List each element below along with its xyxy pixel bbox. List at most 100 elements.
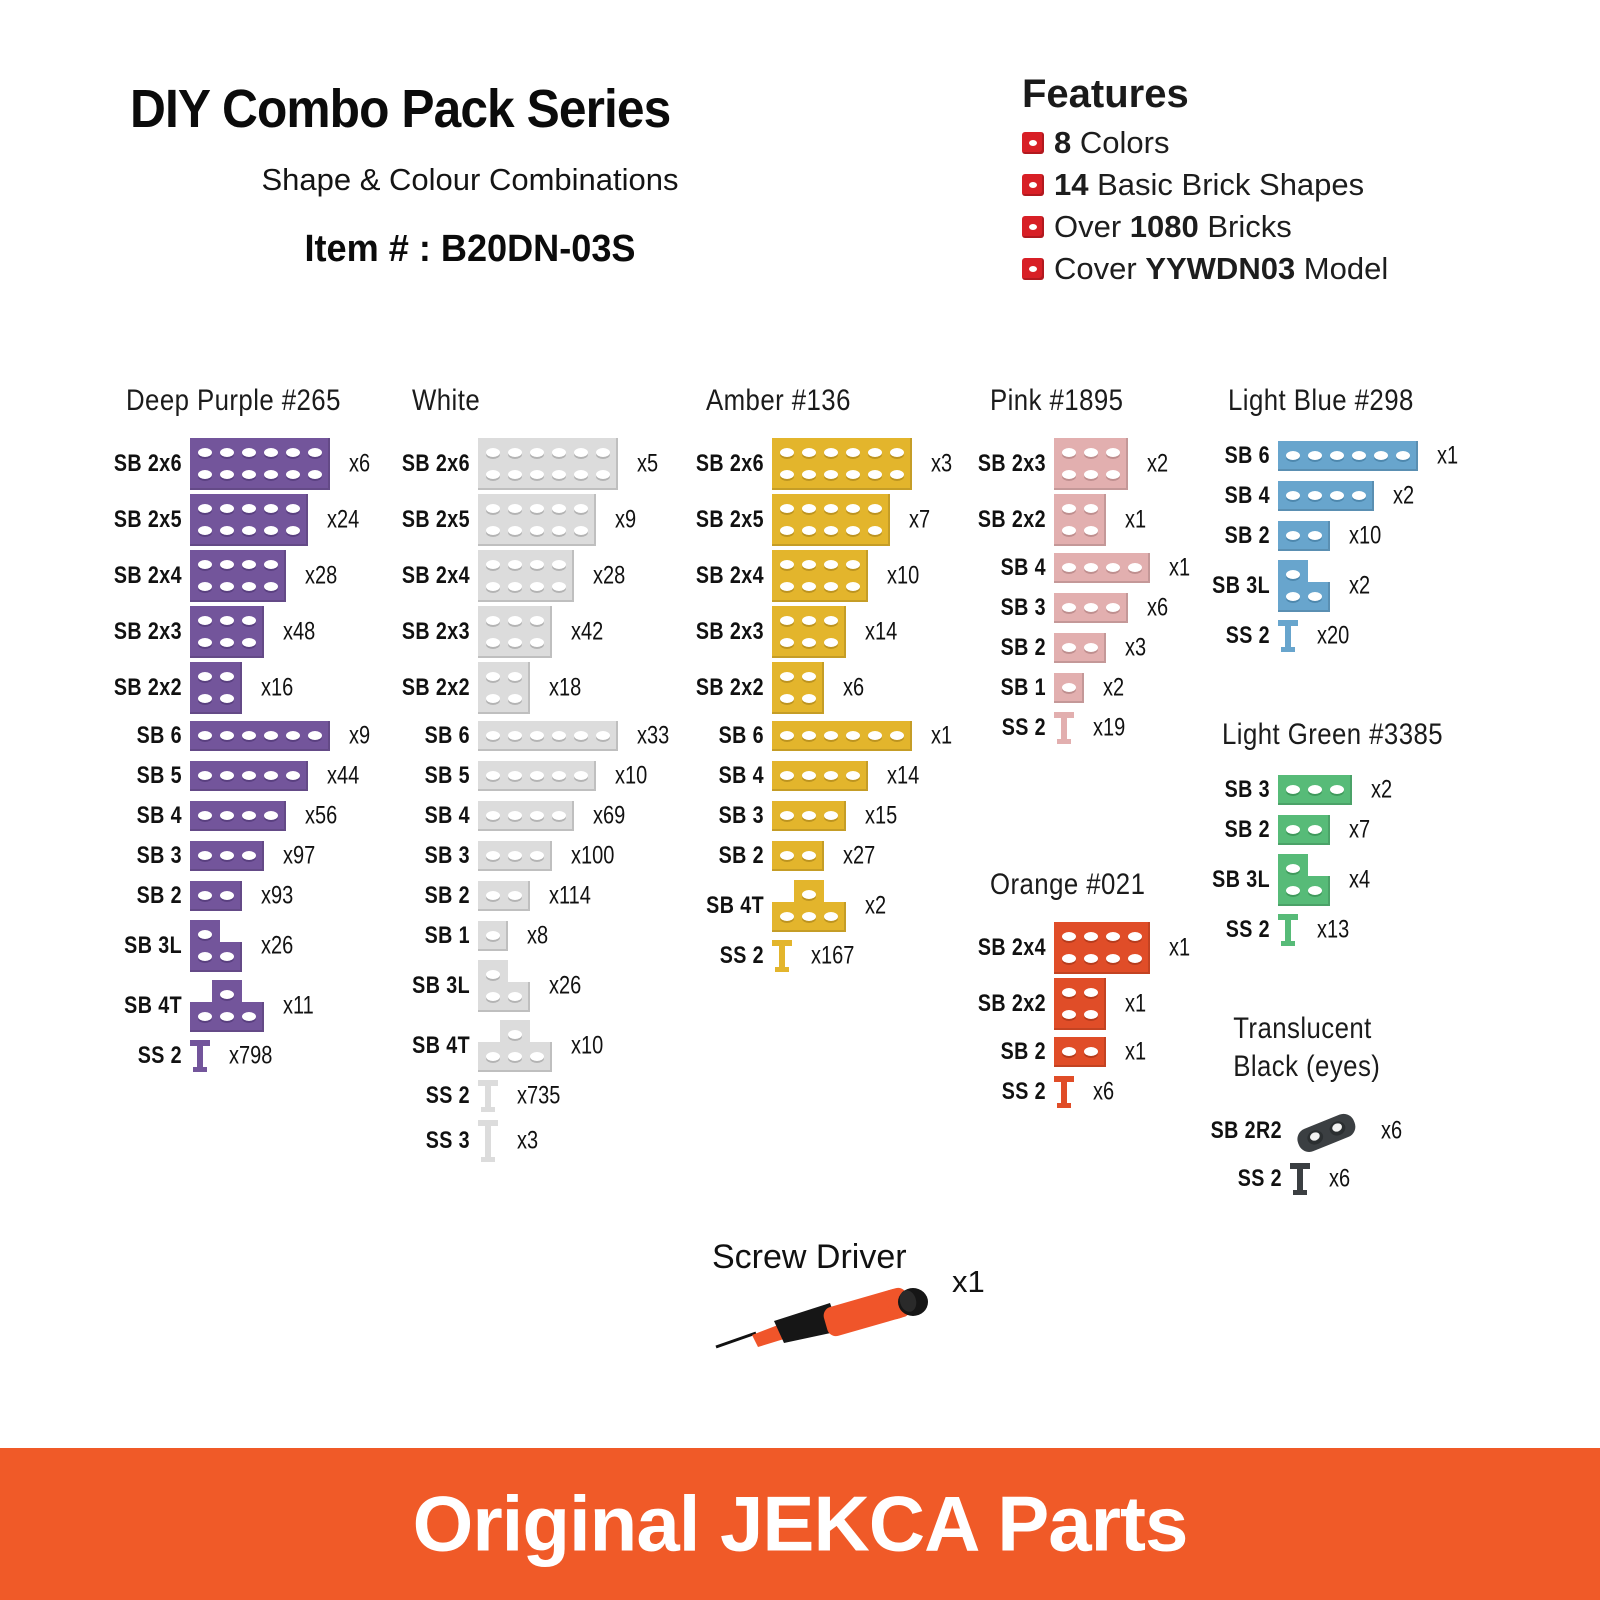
part-label: SS 2 — [1225, 622, 1270, 649]
part-graphic — [190, 841, 264, 871]
brick-plate — [478, 721, 618, 751]
part-quantity: x10 — [1349, 521, 1382, 550]
brick-stud — [508, 582, 522, 591]
part-row: SS 2 x167 — [706, 936, 874, 976]
part-row: SB 4 x69 — [412, 796, 625, 836]
part-label: SB 2x3 — [113, 618, 182, 645]
brick-stud — [824, 470, 838, 479]
feature-row: 8 Colors — [1022, 125, 1492, 161]
brick-stud — [1062, 988, 1076, 997]
part-row: SB 2x2 x1 — [978, 976, 1171, 1032]
part-label: SB 2 — [1000, 634, 1046, 661]
parts-list: SB 2x3 x2 SB 2x2 x1 SB 4 x1 SB 3 x6 SB 2 x3 SB 1 x2… — [978, 436, 1190, 748]
part-graphic — [1278, 620, 1298, 652]
part-graphic — [772, 606, 846, 658]
brick-stud — [220, 771, 234, 780]
part-row: SB 2x6 x5 — [402, 436, 658, 492]
brick-stud — [780, 811, 794, 820]
brick-plate — [190, 841, 264, 871]
part-graphic — [190, 662, 242, 714]
brick-stud — [802, 731, 816, 740]
brick-stud — [486, 931, 500, 940]
brick-stud — [868, 448, 882, 457]
part-graphic — [772, 438, 912, 490]
part-quantity: x7 — [909, 505, 931, 534]
part-label: SB 4T — [706, 892, 764, 919]
part-label: SB 4T — [412, 1032, 470, 1059]
part-row: SB 1 x8 — [412, 916, 548, 956]
brick-stud — [846, 582, 860, 591]
brick-stud — [890, 448, 904, 457]
part-quantity: x97 — [283, 841, 316, 870]
brick-stud — [846, 504, 860, 513]
brick-stud — [530, 1052, 544, 1061]
brick-l-shape — [478, 960, 530, 1012]
brick-stud — [1062, 504, 1076, 513]
brick-stud — [574, 448, 588, 457]
brick-stud — [242, 811, 256, 820]
brick-stud — [508, 731, 522, 740]
brick-stud — [780, 504, 794, 513]
brick-stud — [264, 448, 278, 457]
part-graphic — [190, 920, 242, 972]
brick-t-shape — [772, 880, 846, 932]
part-row: SB 4 x56 — [126, 796, 376, 836]
brick-stud — [198, 1012, 212, 1021]
part-row: SB 2 x114 — [412, 876, 591, 916]
features-list: 8 Colors 14 Basic Brick Shapes Over 1080 B… — [1022, 125, 1492, 287]
brick-stud — [1286, 531, 1300, 540]
brick-stud — [890, 731, 904, 740]
part-label: SS 2 — [719, 942, 764, 969]
part-row: SS 2 x798 — [126, 1036, 376, 1076]
part-quantity: x2 — [1371, 775, 1393, 804]
brick-stud — [220, 1012, 234, 1021]
brick-stud — [286, 731, 300, 740]
parts-list: SB 3 x2 SB 2 x7 SB 3L x4 SS 2 x13 — [1212, 770, 1479, 950]
part-row: SB 2x2 x16 — [114, 660, 376, 716]
item-number: Item # : B20DN-03S — [304, 228, 636, 270]
brick-l-shape — [190, 920, 242, 972]
brick-stud — [198, 470, 212, 479]
part-label: SS 2 — [425, 1082, 470, 1109]
feature-text: Cover YYWDN03 Model — [1054, 251, 1389, 286]
part-quantity: x28 — [593, 561, 626, 590]
brick-stud — [596, 448, 610, 457]
part-graphic — [478, 921, 508, 951]
brick-stud — [824, 504, 838, 513]
brick-plate — [1054, 553, 1150, 583]
part-graphic — [478, 960, 530, 1012]
brick-stud — [1106, 470, 1120, 479]
brick-stud — [824, 638, 838, 647]
brick-plate — [772, 761, 868, 791]
brick-stud — [1128, 954, 1142, 963]
brick-stud — [242, 504, 256, 513]
brick-stud — [596, 470, 610, 479]
brick-stud — [242, 1012, 256, 1021]
part-label: SS 2 — [137, 1042, 182, 1069]
brick-stud — [220, 504, 234, 513]
brick-stud — [486, 616, 500, 625]
screw-icon — [1290, 1163, 1310, 1195]
brick-plate — [190, 801, 286, 831]
feature-text: Over 1080 Bricks — [1054, 209, 1292, 244]
brick-plate — [190, 881, 242, 911]
part-graphic — [772, 940, 792, 972]
part-graphic — [772, 550, 868, 602]
brick-stud — [824, 912, 838, 921]
brick-stud — [220, 616, 234, 625]
part-graphic — [478, 721, 618, 751]
part-label: SB 2 — [1000, 1038, 1046, 1065]
brick-stud — [802, 811, 816, 820]
part-label: SB 2x2 — [113, 674, 182, 701]
brick-plate — [772, 662, 824, 714]
brick-stud — [552, 448, 566, 457]
brick-stud — [1128, 563, 1142, 572]
brick-stud — [508, 891, 522, 900]
part-row: SB 2 x10 — [1225, 516, 1444, 556]
brick-stud — [552, 771, 566, 780]
brick-stud — [286, 504, 300, 513]
part-quantity: x11 — [283, 991, 314, 1020]
brick-stud — [868, 504, 882, 513]
color-group-title: Translucent Black (eyes) — [1233, 1010, 1380, 1085]
part-label: SB 1 — [424, 922, 470, 949]
